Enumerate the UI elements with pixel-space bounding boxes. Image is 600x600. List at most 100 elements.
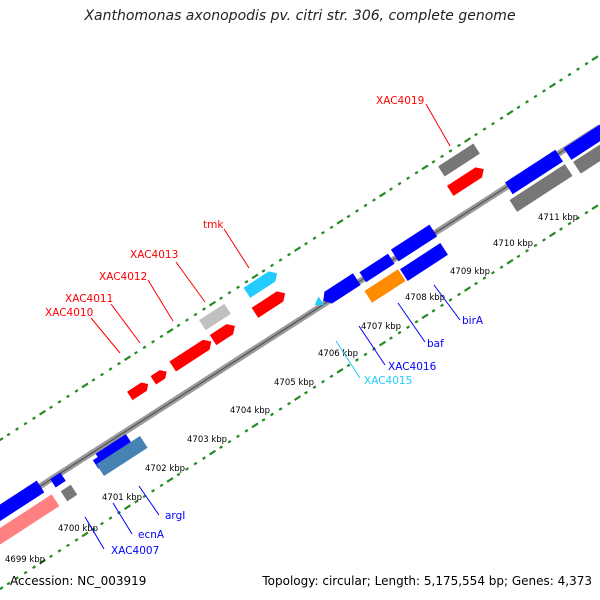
tick-mark: [185, 467, 189, 471]
tick-mark: [202, 307, 206, 311]
tick-mark: [584, 210, 589, 215]
tick-mark: [448, 149, 453, 153]
tick-mark: [38, 558, 47, 565]
tick-mark: [166, 328, 174, 334]
tick-mark: [421, 164, 429, 171]
leader-lines-top: [90, 103, 451, 354]
kbp-label: 4706 kbp: [318, 349, 358, 359]
kbp-labels: 4699 kbp 4700 kbp 4701 kbp 4702 kbp 4703…: [5, 213, 578, 565]
tick-mark: [355, 209, 359, 213]
gene-blue-far-left[interactable]: [0, 480, 45, 530]
tick-mark: [463, 286, 472, 292]
tick-mark: [208, 449, 217, 456]
tick-mark: [406, 176, 410, 180]
gene-tmk[interactable]: [251, 288, 289, 318]
tick-mark: [159, 483, 164, 488]
tick-mark: [15, 576, 19, 580]
tick-mark: [176, 323, 181, 328]
gene-xac4015[interactable]: [312, 296, 325, 310]
tick-mark: [236, 434, 240, 439]
gene-bira[interactable]: [400, 243, 448, 281]
tick-mark: [457, 292, 461, 297]
gene-xac4013[interactable]: [209, 321, 238, 346]
tick-mark: [372, 198, 376, 202]
tick-mark: [236, 285, 240, 290]
tick-row-bottom: [0, 204, 599, 591]
kbp-label: 4705 kbp: [274, 378, 314, 388]
tick-mark: [491, 121, 495, 126]
gene-cyan-upper[interactable]: [243, 268, 281, 298]
tick-mark: [151, 489, 155, 493]
gene-pink[interactable]: [0, 494, 60, 550]
tick-mark: [355, 358, 359, 362]
tick-mark: [32, 565, 36, 569]
tick-mark: [219, 296, 223, 300]
gene-labels-top: XAC4010 XAC4011 XAC4012 XAC4013 tmk XAC4…: [45, 95, 424, 319]
tick-mark: [548, 82, 557, 89]
tick-mark: [542, 238, 546, 242]
tick-mark: [91, 378, 96, 382]
gene-gray-right[interactable]: [509, 164, 573, 212]
gene-xac4019[interactable]: [446, 164, 487, 196]
tick-mark: [278, 407, 283, 411]
map-title: Xanthomonas axonopodis pv. citri str. 30…: [84, 8, 516, 24]
kbp-label: 4699 kbp: [5, 555, 45, 565]
tick-mark: [244, 280, 249, 284]
gene-gray-right-b[interactable]: [573, 142, 600, 174]
tick-mark: [227, 290, 232, 295]
tick-mark: [329, 374, 334, 379]
tick-mark: [499, 265, 504, 269]
gene-label: baf: [427, 338, 444, 350]
gene-xac4012[interactable]: [169, 336, 214, 372]
tick-mark: [336, 219, 344, 225]
tick-mark: [559, 78, 563, 82]
tick-mark: [74, 389, 79, 393]
gene-blue-right-b[interactable]: [563, 124, 600, 160]
gene-label: ecnA: [138, 529, 165, 541]
tick-mark: [567, 221, 572, 226]
tick-mark: [142, 345, 147, 350]
tick-mark: [457, 143, 461, 148]
kbp-label: 4704 kbp: [230, 406, 270, 416]
tick-mark: [499, 116, 504, 120]
tick-mark: [591, 55, 599, 62]
leader-lines-bottom: [84, 284, 461, 550]
gene-blue-mid-c[interactable]: [390, 224, 438, 262]
tick-mark: [270, 412, 274, 417]
tick-mark: [548, 231, 557, 238]
tick-mark: [108, 516, 113, 520]
tick-mark: [0, 586, 4, 591]
gene-gray-upper[interactable]: [438, 143, 480, 177]
gene-blue-tiny[interactable]: [50, 472, 66, 488]
gene-xac4007[interactable]: [60, 484, 78, 502]
kbp-label: 4711 kbp: [538, 213, 578, 223]
tick-mark: [346, 214, 351, 219]
kbp-label: 4702 kbp: [145, 464, 185, 474]
gene-argi[interactable]: [96, 435, 148, 477]
gene-xac4010[interactable]: [127, 380, 151, 401]
gene-baf[interactable]: [364, 269, 406, 303]
tick-mark: [117, 361, 121, 366]
tick-mark: [123, 355, 132, 362]
tick-mark: [293, 395, 302, 401]
tick-mark: [448, 298, 453, 302]
tick-mark: [431, 309, 436, 313]
accession-text: Accession: NC_003919: [10, 574, 147, 588]
tick-mark: [482, 276, 487, 280]
gene-label: birA: [462, 315, 484, 327]
tick-mark: [81, 382, 89, 389]
tick-mark: [329, 225, 334, 230]
gene-xac4011[interactable]: [150, 367, 170, 385]
kbp-label: 4701 kbp: [102, 493, 142, 503]
reverse-strand-genes: [0, 124, 600, 550]
gene-blue-right-a[interactable]: [505, 149, 563, 195]
gene-gray-small[interactable]: [199, 303, 231, 331]
tick-mark: [134, 499, 138, 504]
kbp-label: 4708 kbp: [405, 293, 445, 303]
gene-blue-mid-a[interactable]: [319, 273, 361, 307]
tick-mark: [389, 336, 393, 340]
gene-xac4016[interactable]: [359, 253, 395, 283]
tick-mark: [49, 405, 53, 410]
tick-mark: [57, 549, 62, 553]
gene-label: XAC4015: [364, 375, 412, 387]
